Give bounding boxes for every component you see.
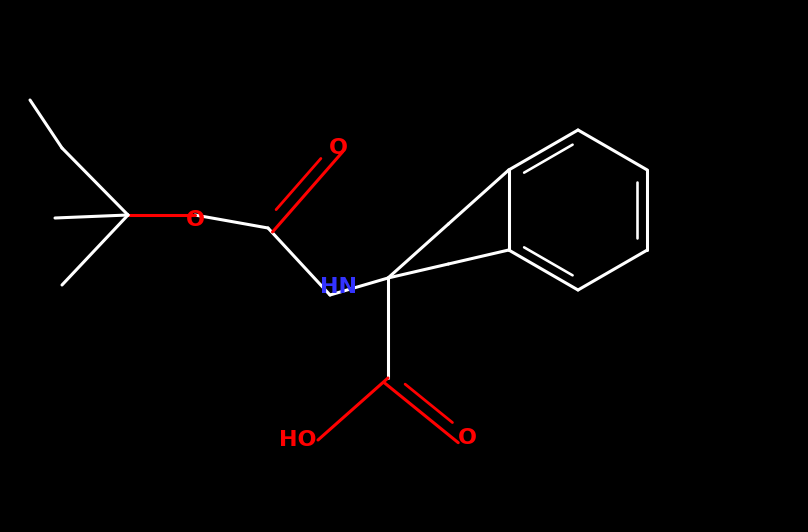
- Text: HN: HN: [319, 277, 356, 297]
- Text: HO: HO: [280, 430, 317, 450]
- Text: O: O: [186, 210, 204, 230]
- Text: O: O: [457, 428, 477, 448]
- Text: O: O: [329, 138, 347, 158]
